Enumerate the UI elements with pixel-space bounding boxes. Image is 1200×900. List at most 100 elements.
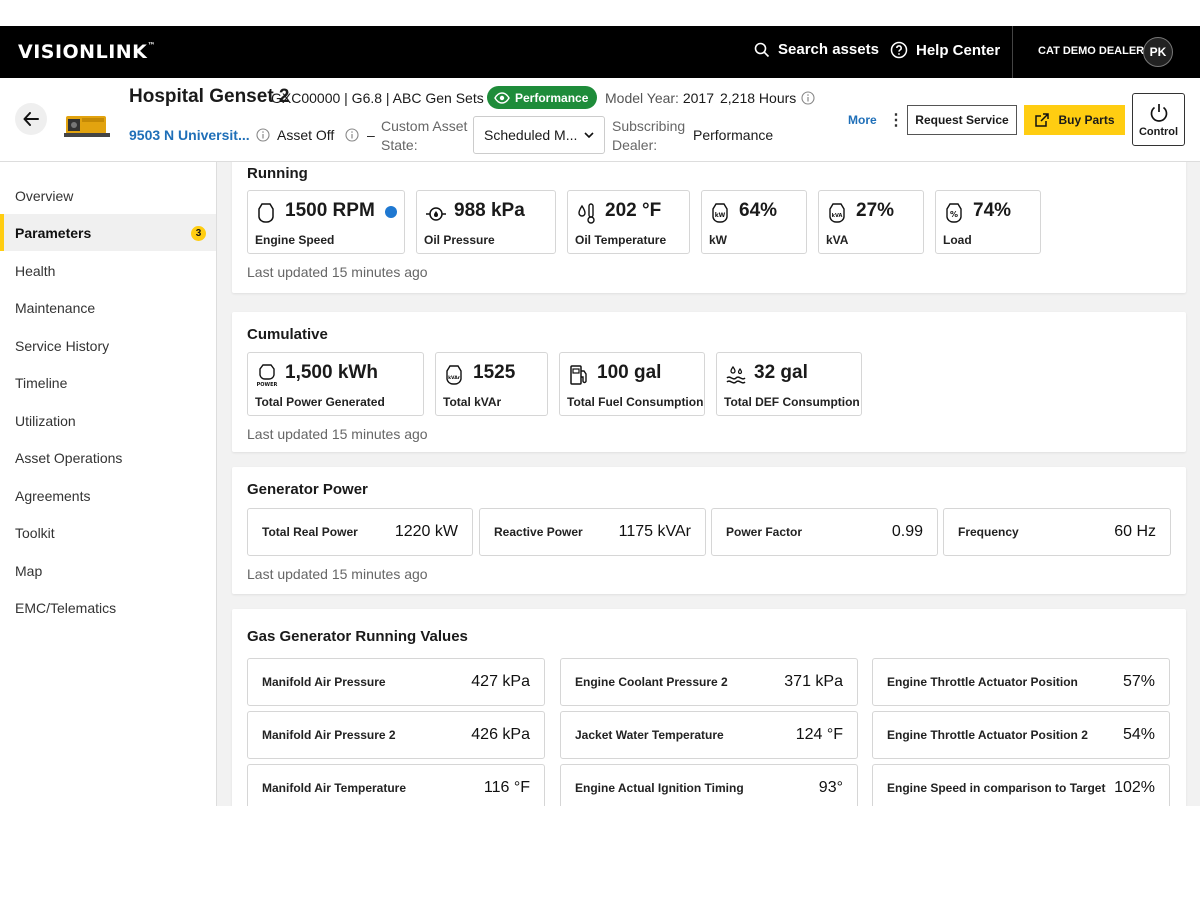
manifold-air-pressure-2-label: Manifold Air Pressure 2 (262, 728, 396, 742)
kw-tile: kW 64% kW (701, 190, 807, 254)
hours-info-icon[interactable] (801, 91, 815, 105)
top-bar: VISIONLINK™ Search assets Help Center CA… (0, 26, 1200, 78)
sidebar-item-emc-telematics[interactable]: EMC/Telematics (15, 599, 117, 616)
frequency-item: Frequency 60 Hz (943, 508, 1171, 556)
svg-text:kW: kW (715, 212, 726, 219)
frequency-value: 60 Hz (1114, 523, 1156, 540)
engine-speed-label: Engine Speed (255, 233, 335, 247)
engine-actual-ignition-timing-value: 93° (818, 779, 843, 796)
topbar-divider (1012, 26, 1013, 78)
generator-image (64, 110, 110, 138)
generator-power-card: Generator Power Total Real Power 1220 kW … (232, 467, 1186, 594)
svg-text:%: % (950, 210, 958, 219)
parameters-content[interactable]: Running 1500 RPM Engine Speed 988 kPa Oi… (217, 162, 1200, 806)
asset-title: Hospital Genset 2 (129, 86, 290, 107)
sidebar-item-timeline[interactable]: Timeline (15, 374, 68, 391)
engine-coolant-pressure-2-value: 371 kPa (784, 673, 843, 690)
load-label: Load (943, 233, 972, 247)
reactive-power-value: 1175 kVAr (618, 523, 691, 540)
control-button[interactable]: Control (1132, 93, 1185, 146)
request-service-button[interactable]: Request Service (907, 105, 1017, 135)
engine-throttle-actuator-position-item: Engine Throttle Actuator Position 57% (872, 658, 1170, 706)
total-kvar-value: 1525 (473, 362, 516, 383)
subscribing-dealer-value: Performance (693, 127, 774, 143)
total-power-generated-value: 1,500 kWh (285, 362, 378, 383)
total-def-consumption-value: 32 gal (754, 362, 808, 383)
manifold-air-temperature-label: Manifold Air Temperature (262, 781, 407, 795)
sidebar-item-overview[interactable]: Overview (15, 187, 74, 204)
cumulative-title: Cumulative (247, 326, 328, 343)
asset-state-info-icon[interactable] (345, 128, 359, 142)
oil-temperature-label: Oil Temperature (575, 233, 667, 247)
engine-speed-vs-target-value: 102% (1114, 779, 1155, 796)
asset-serial-model: GXC00000 | G6.8 | ABC Gen Sets (271, 90, 484, 106)
total-real-power-label: Total Real Power (262, 525, 358, 539)
power-generated-icon: POWER (256, 364, 278, 388)
sidebar-item-maintenance[interactable]: Maintenance (15, 299, 96, 316)
visionlink-logo[interactable]: VISIONLINK™ (18, 41, 156, 63)
manifold-air-temperature-item: Manifold Air Temperature 116 °F (247, 764, 545, 806)
help-center-button[interactable]: Help Center (890, 41, 1000, 59)
buy-parts-label: Buy Parts (1058, 113, 1115, 127)
asset-address-link[interactable]: 9503 N Universit... (129, 127, 250, 143)
asset-header: Hospital Genset 2 GXC00000 | G6.8 | ABC … (0, 78, 1200, 162)
def-fluid-icon (725, 364, 746, 386)
sidebar-item-parameters[interactable]: Parameters 3 (0, 214, 216, 251)
kw-icon: kW (710, 202, 730, 224)
more-link[interactable]: More (848, 113, 877, 127)
manifold-air-pressure-item: Manifold Air Pressure 427 kPa (247, 658, 545, 706)
arrow-left-icon (23, 112, 39, 126)
kva-tile: kVA 27% kVA (818, 190, 924, 254)
help-center-label: Help Center (916, 41, 1001, 59)
engine-throttle-actuator-position-label: Engine Throttle Actuator Position (887, 675, 1078, 689)
sidebar-item-utilization[interactable]: Utilization (15, 412, 76, 429)
generator-power-last-updated: Last updated 15 minutes ago (247, 566, 428, 582)
more-options-icon[interactable]: ⋮ (888, 112, 904, 129)
power-factor-item: Power Factor 0.99 (711, 508, 938, 556)
kvar-icon: kVAr (444, 364, 464, 386)
sidebar-item-map[interactable]: Map (15, 562, 43, 579)
total-def-consumption-tile: 32 gal Total DEF Consumption (716, 352, 862, 416)
asset-hours: 2,218 Hours (720, 90, 797, 106)
reactive-power-label: Reactive Power (494, 525, 583, 539)
subscribing-dealer-label: Subscribing Dealer: (612, 118, 686, 153)
engine-actual-ignition-timing-item: Engine Actual Ignition Timing 93° (560, 764, 858, 806)
oil-temperature-tile: 202 °F Oil Temperature (567, 190, 690, 254)
sidebar-item-service-history[interactable]: Service History (15, 337, 110, 354)
engine-throttle-actuator-position-2-item: Engine Throttle Actuator Position 2 54% (872, 711, 1170, 759)
sidebar-item-asset-operations[interactable]: Asset Operations (15, 449, 123, 466)
buy-parts-button[interactable]: Buy Parts (1024, 105, 1125, 135)
total-fuel-consumption-label: Total Fuel Consumption (567, 395, 704, 409)
dealer-name[interactable]: CAT DEMO DEALER (1038, 45, 1145, 57)
total-real-power-item: Total Real Power 1220 kW (247, 508, 473, 556)
kw-label: kW (709, 233, 727, 247)
search-assets-button[interactable]: Search assets (754, 41, 879, 58)
engine-throttle-actuator-position-value: 57% (1122, 673, 1155, 690)
oil-pressure-tile: 988 kPa Oil Pressure (416, 190, 556, 254)
oil-pressure-label: Oil Pressure (424, 233, 495, 247)
engine-speed-tile: 1500 RPM Engine Speed (247, 190, 405, 254)
engine-speed-vs-target-label: Engine Speed in comparison to Target (887, 781, 1106, 795)
total-fuel-consumption-value: 100 gal (597, 362, 662, 383)
address-info-icon[interactable] (256, 128, 270, 142)
engine-speed-icon (256, 202, 276, 224)
kva-label: kVA (826, 233, 849, 247)
custom-asset-state-select[interactable]: Scheduled M... (473, 116, 605, 154)
search-icon (754, 42, 770, 58)
total-fuel-consumption-tile: 100 gal Total Fuel Consumption (559, 352, 705, 416)
model-year: Model Year: 2017 (605, 90, 714, 106)
sidebar-item-health[interactable]: Health (15, 262, 56, 279)
oil-pressure-value: 988 kPa (454, 200, 525, 221)
performance-badge-label: Performance (515, 90, 589, 105)
sidebar-item-agreements[interactable]: Agreements (15, 487, 91, 504)
chevron-down-icon (584, 132, 594, 138)
live-status-dot (385, 206, 397, 218)
fuel-pump-icon (568, 364, 588, 386)
sidebar-item-toolkit[interactable]: Toolkit (15, 524, 55, 541)
engine-coolant-pressure-2-item: Engine Coolant Pressure 2 371 kPa (560, 658, 858, 706)
performance-badge: Performance (487, 86, 598, 109)
user-avatar[interactable]: PK (1143, 37, 1173, 67)
back-button[interactable] (15, 103, 47, 135)
svg-text:POWER: POWER (257, 382, 278, 388)
external-link-icon (1034, 112, 1050, 128)
